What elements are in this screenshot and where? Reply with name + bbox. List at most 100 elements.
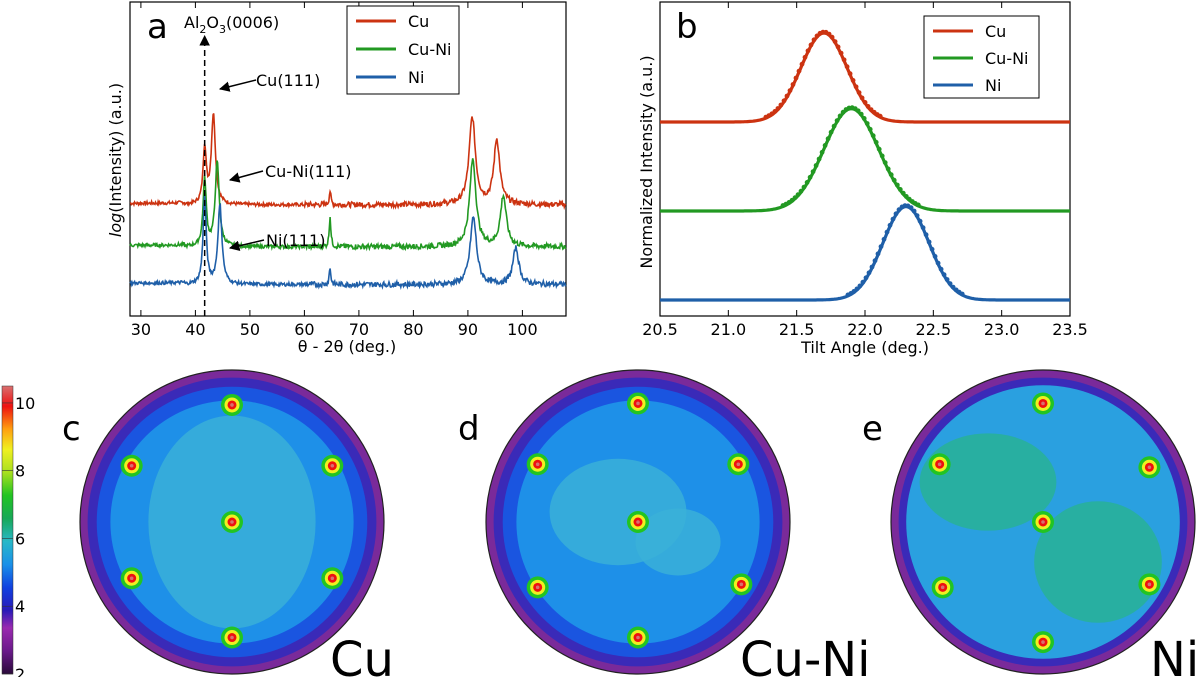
data-point xyxy=(829,34,835,40)
pole-figure-letter-e: e xyxy=(862,409,883,449)
panel-b-xlabel: Tilt Angle (deg.) xyxy=(800,338,929,357)
colorbar-ticks: 2 4 6 8 10 xyxy=(2,394,35,677)
data-point xyxy=(838,50,844,56)
panel-a: 30 40 50 60 70 80 90 100 Al2O3(0006) Cu(111) Cu… xyxy=(106,1,567,356)
colorbar-tick-label: 8 xyxy=(15,462,25,481)
data-point xyxy=(876,146,882,152)
pole-figure-cu xyxy=(79,369,385,675)
data-point xyxy=(855,108,861,114)
pole-figures: c Cu d Cu-Ni e Ni xyxy=(62,369,1199,677)
x-tick-label: 22.5 xyxy=(916,320,952,339)
data-point xyxy=(825,136,831,142)
data-point xyxy=(831,123,837,129)
series-line-ni xyxy=(129,195,567,290)
data-point xyxy=(808,42,814,48)
data-point xyxy=(923,232,929,238)
pole-spot xyxy=(1032,392,1054,415)
data-point xyxy=(844,64,850,70)
x-tick-label: 22.0 xyxy=(847,320,883,339)
pole-figure-name-cu: Cu xyxy=(330,632,394,677)
annotation-cu111: Cu(111) xyxy=(256,71,320,90)
pole-spot xyxy=(526,453,549,476)
data-point xyxy=(932,254,938,259)
colorbar-gradient xyxy=(1,385,14,675)
series-markers-cu-ni xyxy=(780,105,921,208)
data-point xyxy=(804,180,810,185)
x-tick-label: 40 xyxy=(185,320,205,339)
data-point xyxy=(856,90,862,95)
pole-center-region-2 xyxy=(1034,501,1162,623)
panel-b: 20.5 21.0 21.5 22.0 22.5 23.0 23.5 b Cu Cu-Ni … xyxy=(637,1,1088,357)
pole-spot xyxy=(321,567,344,590)
panel-b-legend: Cu Cu-Ni Ni xyxy=(923,15,1040,99)
x-tick-label: 90 xyxy=(458,320,478,339)
data-point xyxy=(864,121,870,126)
annotation-arrow-cuni111 xyxy=(228,170,264,183)
pole-spot xyxy=(221,393,243,416)
pole-spot xyxy=(1138,456,1161,479)
data-point xyxy=(935,260,941,266)
pole-spot xyxy=(928,453,951,476)
panel-a-ylabel: log(Intensity) (a.u.) xyxy=(106,83,125,237)
data-point xyxy=(816,156,822,162)
panel-b-x-axis: 20.5 21.0 21.5 22.0 22.5 23.0 23.5 xyxy=(642,2,1088,339)
data-point xyxy=(798,188,804,194)
x-tick-label: 70 xyxy=(349,320,369,339)
legend-label-cu: Cu xyxy=(985,22,1006,41)
data-point xyxy=(870,133,876,139)
colorbar-tick-label: 2 xyxy=(15,665,25,677)
annotation-arrow-ni111 xyxy=(228,239,265,251)
data-point xyxy=(914,213,920,219)
data-point xyxy=(917,218,923,224)
data-point xyxy=(787,88,793,93)
data-point xyxy=(778,102,784,108)
data-point xyxy=(929,246,935,252)
data-point xyxy=(805,48,811,54)
data-point xyxy=(911,208,917,214)
data-point xyxy=(792,195,798,201)
data-point xyxy=(810,169,816,175)
data-point xyxy=(915,202,921,208)
data-point xyxy=(835,44,841,50)
data-point xyxy=(897,187,903,192)
legend-label-cu: Cu xyxy=(408,12,429,31)
data-point xyxy=(775,106,781,111)
pole-spot xyxy=(221,626,243,649)
data-point xyxy=(866,270,872,276)
data-point xyxy=(894,182,900,188)
x-tick-label: 21.0 xyxy=(711,320,747,339)
data-point xyxy=(890,216,896,222)
data-point xyxy=(802,54,808,60)
pole-spot xyxy=(627,392,649,415)
pole-figure-letter-c: c xyxy=(62,409,81,449)
data-point xyxy=(879,153,885,159)
pole-spot xyxy=(730,573,753,596)
data-point xyxy=(875,251,881,257)
data-point xyxy=(854,286,860,292)
data-point xyxy=(795,192,801,198)
data-point xyxy=(900,190,906,196)
data-point xyxy=(799,61,805,67)
legend-label-ni: Ni xyxy=(985,76,1001,95)
panel-b-series xyxy=(660,29,1070,302)
panel-b-ylabel: Normalized Intensity (a.u.) xyxy=(637,55,656,268)
colorbar-tick-label: 4 xyxy=(15,597,25,616)
pole-spot xyxy=(120,454,143,477)
annotation-arrow-cu111 xyxy=(218,79,257,92)
series-line-cu-ni xyxy=(660,107,1070,213)
data-point xyxy=(891,177,897,183)
data-point xyxy=(822,143,828,148)
x-tick-label: 20.5 xyxy=(642,320,678,339)
data-point xyxy=(819,149,825,155)
data-point xyxy=(893,211,899,217)
data-point xyxy=(861,116,867,121)
x-tick-label: 21.5 xyxy=(779,320,815,339)
data-point xyxy=(882,160,888,166)
data-point xyxy=(860,279,866,285)
panel-a-letter: a xyxy=(147,7,168,47)
pole-spot xyxy=(1138,573,1161,596)
colorbar-tick-label: 6 xyxy=(15,529,25,548)
data-point xyxy=(896,207,902,213)
x-tick-label: 100 xyxy=(507,320,538,339)
data-point xyxy=(877,113,883,119)
